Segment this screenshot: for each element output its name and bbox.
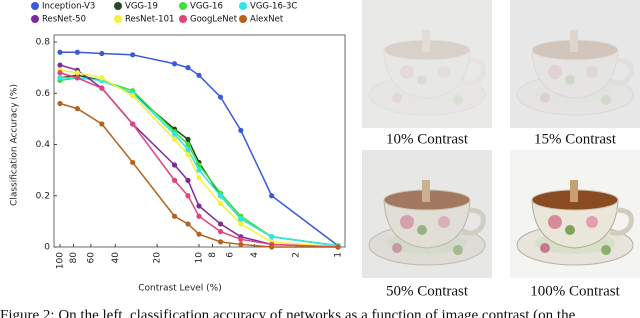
x-tick-label: 10 [195, 252, 205, 264]
data-point [57, 62, 63, 68]
data-point [130, 121, 136, 127]
x-tick-label: 4 [250, 252, 260, 258]
series-line [59, 64, 339, 248]
data-point [74, 75, 80, 81]
x-tick-label: 6 [225, 252, 235, 258]
legend-marker [114, 2, 122, 10]
data-point [130, 159, 136, 166]
image-50 [362, 150, 492, 278]
y-axis-label: Classification Accuracy (%) [10, 84, 20, 206]
data-point [171, 177, 178, 183]
x-tick-label: 80 [69, 252, 79, 264]
x-tick-label: 1 [334, 252, 344, 258]
x-tick-label: 8 [208, 252, 218, 258]
data-point [217, 229, 224, 235]
legend-label: AlexNet [250, 15, 284, 25]
data-point [185, 136, 191, 142]
data-point [217, 193, 224, 199]
image-15 [510, 0, 640, 128]
legend-marker [31, 15, 39, 23]
data-point [269, 244, 275, 250]
image-10 [362, 0, 492, 128]
data-point [196, 231, 202, 237]
y-tick-label: 0 [44, 243, 50, 253]
data-point [185, 141, 191, 148]
legend-label: VGG-16-3C [250, 2, 297, 12]
data-point [196, 213, 202, 219]
data-point [269, 234, 275, 240]
data-point [196, 175, 202, 181]
x-tick-label: 2 [292, 252, 302, 258]
data-point [196, 167, 202, 173]
x-axis-label: Contrast Level (%) [138, 284, 222, 294]
data-point [171, 61, 178, 67]
series-line [59, 69, 339, 248]
y-tick-label: 0.6 [36, 89, 51, 99]
image-caption: 15% Contrast [534, 131, 617, 147]
data-point [185, 152, 191, 158]
y-tick-label: 0.4 [36, 140, 51, 150]
x-tick-label: 100 [56, 252, 66, 269]
data-point [57, 49, 63, 55]
legend-label: ResNet-50 [42, 15, 86, 25]
data-point [269, 193, 275, 199]
data-point [171, 213, 178, 219]
data-point [335, 244, 341, 250]
legend-label: Inception-V3 [42, 2, 95, 12]
data-point [185, 147, 191, 153]
legend-marker [239, 2, 247, 10]
data-point [196, 72, 202, 78]
x-tick-label: 40 [111, 252, 121, 264]
legend-marker [114, 15, 122, 23]
figure-caption: Figure 2: On the left, classification ac… [0, 307, 576, 318]
y-tick-label: 0.8 [36, 38, 51, 48]
data-point [238, 127, 244, 134]
data-point [74, 106, 80, 112]
legend-label: GoogLeNet [190, 15, 238, 25]
data-point [185, 221, 191, 227]
data-point [57, 75, 63, 81]
legend-label: VGG-19 [125, 2, 158, 12]
x-tick-label: 60 [86, 252, 96, 264]
data-point [57, 70, 63, 76]
data-point [185, 177, 191, 183]
legend-marker [179, 15, 187, 23]
data-point [171, 162, 178, 168]
image-caption: 50% Contrast [386, 283, 469, 299]
data-point [217, 94, 224, 100]
data-point [238, 221, 244, 227]
data-point [185, 65, 191, 71]
data-point [238, 241, 244, 248]
data-point [130, 52, 136, 58]
image-caption: 100% Contrast [530, 283, 620, 299]
image-caption: 10% Contrast [386, 131, 469, 147]
data-point [217, 239, 224, 245]
data-point [196, 203, 202, 209]
data-point [99, 75, 105, 81]
data-point [217, 221, 224, 227]
data-point [217, 200, 224, 207]
data-point [99, 121, 105, 127]
data-point [99, 50, 105, 57]
legend-marker [179, 2, 187, 10]
data-point [57, 100, 63, 107]
data-point [185, 193, 191, 199]
data-point [74, 49, 80, 55]
y-tick-label: 0.2 [36, 191, 50, 201]
data-point [74, 70, 80, 76]
data-point [171, 136, 178, 142]
image-100 [510, 150, 640, 278]
legend-label: VGG-16 [190, 2, 223, 12]
data-point [238, 236, 244, 242]
data-point [99, 85, 105, 91]
legend-marker [239, 15, 247, 23]
legend-marker [31, 2, 39, 10]
data-point [238, 216, 244, 222]
x-tick-label: 20 [153, 252, 163, 264]
data-point [171, 131, 178, 137]
data-point [130, 93, 136, 99]
legend-label: ResNet-101 [125, 15, 174, 25]
